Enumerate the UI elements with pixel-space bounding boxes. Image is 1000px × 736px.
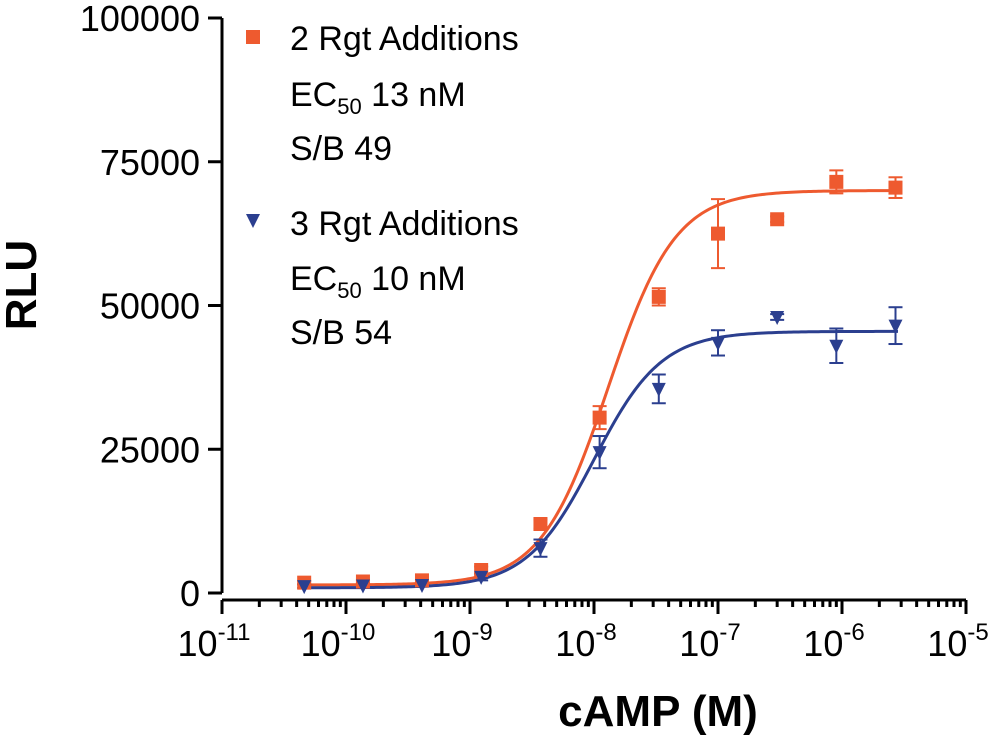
- fit-curve-series-1: [301, 189, 898, 587]
- data-point-square: [829, 174, 844, 189]
- x-tick-label: 10-7: [679, 619, 740, 664]
- fit-curves: [301, 189, 898, 590]
- data-point-square: [533, 517, 548, 531]
- y-tick-label: 100000: [80, 0, 200, 39]
- data-point-triangle: [297, 580, 312, 595]
- data-point-square: [711, 226, 725, 241]
- x-tick-label: 10-9: [431, 619, 492, 664]
- data-markers: [297, 174, 903, 595]
- x-tick-label: 10-5: [927, 619, 988, 664]
- legend-series-1-ec50: EC50 13 nM: [290, 76, 466, 119]
- x-tick-label: 10-6: [803, 619, 864, 664]
- data-point-triangle: [711, 336, 725, 351]
- legend-series-1-sb: S/B 49: [290, 130, 392, 168]
- data-point-square: [888, 180, 903, 195]
- legend-series-2-ec50: EC50 10 nM: [290, 260, 466, 303]
- data-point-square: [651, 289, 666, 304]
- data-point-triangle: [770, 311, 785, 325]
- x-axis-title: cAMP (M): [558, 687, 758, 736]
- legend-series-2-sb: S/B 54: [290, 314, 392, 352]
- x-ticks: 10-11 10-10 10-9 10-8 10-7 10-6 10-5: [178, 600, 989, 664]
- data-point-triangle: [414, 578, 429, 593]
- y-ticks: 0 25000 50000 75000 100000: [80, 0, 222, 614]
- legend-marker-square-icon: [246, 30, 260, 44]
- data-point-triangle: [474, 570, 489, 585]
- data-point-triangle: [533, 542, 548, 557]
- legend: 2 Rgt Additions EC50 13 nM S/B 49 3 Rgt …: [246, 20, 519, 352]
- data-point-triangle: [651, 382, 666, 397]
- data-point-square: [592, 410, 607, 425]
- y-axis-title: RLU: [0, 240, 46, 330]
- y-tick-label: 50000: [100, 286, 200, 327]
- data-point-triangle: [888, 319, 903, 334]
- x-tick-label: 10-10: [301, 619, 376, 664]
- x-tick-label: 10-8: [555, 619, 616, 664]
- legend-marker-triangle-down-icon: [246, 214, 260, 228]
- y-tick-label: 0: [180, 573, 200, 614]
- data-point-triangle: [355, 579, 370, 594]
- legend-series-1-name: 2 Rgt Additions: [290, 20, 519, 58]
- data-point-triangle: [829, 339, 844, 354]
- data-point-square: [770, 212, 785, 227]
- x-tick-label: 10-11: [178, 619, 251, 664]
- legend-series-2-name: 3 Rgt Additions: [290, 205, 519, 243]
- y-tick-label: 75000: [100, 142, 200, 183]
- data-point-triangle: [592, 446, 607, 461]
- y-tick-label: 25000: [100, 429, 200, 470]
